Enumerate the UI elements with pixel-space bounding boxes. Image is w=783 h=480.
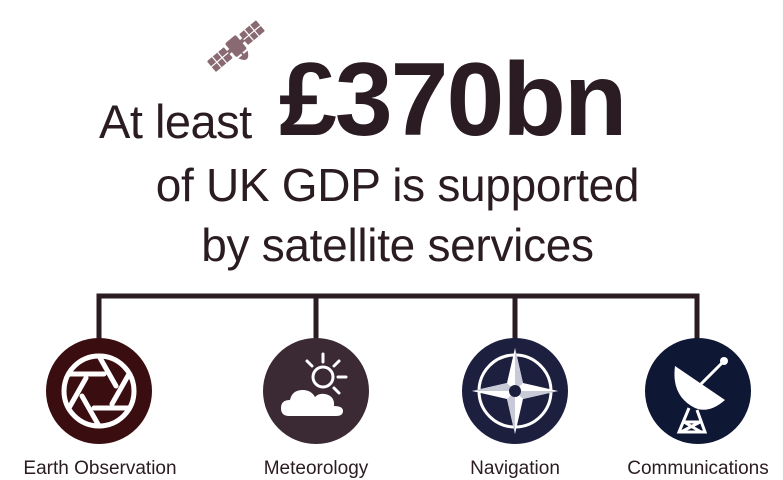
headline-prefix: At least <box>99 95 252 148</box>
headline-figure: £370bn <box>279 42 627 158</box>
sun-cloud-icon <box>263 338 369 444</box>
category-label-navigation: Navigation <box>470 458 560 479</box>
compass-rose-icon <box>462 338 568 444</box>
category-label-earth-observation: Earth Observation <box>23 458 177 479</box>
category-label-meteorology: Meteorology <box>263 458 369 479</box>
category-label-communications: Communications <box>627 458 769 479</box>
camera-aperture-icon <box>46 338 152 444</box>
satellite-dish-icon <box>645 338 751 444</box>
connector-tree <box>96 293 700 339</box>
satellite-icon <box>207 20 265 72</box>
subline-line-1: of UK GDP is supported <box>155 159 640 211</box>
headline: At least £370bn <box>0 40 783 158</box>
subline-line-2: by satellite services <box>201 219 594 271</box>
